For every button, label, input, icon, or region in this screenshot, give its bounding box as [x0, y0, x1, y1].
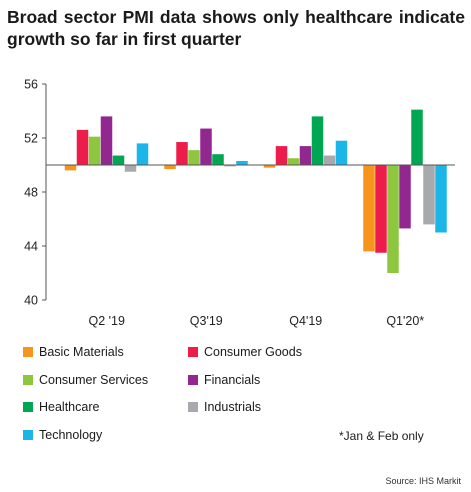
bar-healthcare: [311, 116, 324, 165]
source-label: Source: IHS Markit: [385, 476, 461, 486]
x-tick-label: Q4'19: [289, 314, 322, 328]
bar-financials: [399, 165, 411, 229]
legend-swatch: [188, 374, 198, 385]
y-tick-label: 40: [24, 294, 38, 308]
legend-item: Consumer Services: [23, 373, 148, 387]
chart-title: Broad sector PMI data shows only healthc…: [7, 7, 465, 49]
x-tick-label: Q1'20*: [386, 314, 424, 328]
y-tick-label: 48: [24, 186, 38, 200]
bar-financials: [100, 116, 113, 165]
legend-label: Consumer Goods: [204, 345, 302, 359]
legend-swatch: [188, 402, 198, 412]
bar-consumer-services: [387, 165, 399, 273]
bar-consumer-goods: [275, 146, 288, 165]
bar-industrials: [224, 165, 236, 167]
legend-label: Consumer Services: [39, 372, 149, 387]
legend-label: Industrials: [204, 400, 261, 414]
legend-label: Financials: [204, 372, 261, 387]
legend-label: Healthcare: [39, 400, 100, 414]
legend-swatch: [23, 347, 33, 357]
x-axis: Q2 '19 Q3'19 Q4'19 Q1'20*: [46, 164, 455, 328]
x-tick-label: Q2 '19: [89, 314, 125, 328]
bar-financials: [200, 128, 212, 165]
bar-financials: [299, 146, 312, 165]
legend-swatch: [23, 429, 33, 440]
y-tick-label: 44: [24, 240, 38, 254]
y-tick-label: 56: [24, 78, 38, 92]
bar-basic-materials: [164, 165, 176, 170]
bar-consumer-services: [88, 136, 101, 165]
legend-swatch: [23, 402, 33, 412]
bar-technology: [236, 160, 248, 165]
legend-swatch: [188, 347, 198, 357]
legend-item: Financials: [188, 373, 260, 387]
legend-item: Basic Materials: [23, 345, 124, 359]
y-tick-label: 52: [24, 132, 38, 146]
legend-item: Industrials: [188, 400, 261, 414]
bar-consumer-services: [287, 158, 300, 165]
bar-industrials: [323, 155, 336, 165]
bar-healthcare: [112, 155, 125, 165]
bars: [64, 109, 447, 273]
legend-item: Consumer Goods: [188, 345, 302, 359]
legend-item: Technology: [23, 428, 102, 442]
bar-consumer-goods: [176, 142, 188, 165]
bar-basic-materials: [363, 165, 375, 252]
bar-consumer-goods: [76, 129, 89, 165]
bar-technology: [136, 143, 149, 165]
bar-technology: [435, 165, 447, 233]
bar-industrials: [423, 165, 435, 225]
bar-healthcare: [212, 154, 224, 165]
legend-label: Technology: [39, 427, 103, 442]
legend-label: Basic Materials: [39, 345, 124, 359]
bar-industrials: [124, 165, 137, 172]
footnote: *Jan & Feb only: [339, 429, 424, 443]
bar-consumer-services: [188, 150, 200, 165]
bar-consumer-goods: [375, 165, 387, 253]
x-tick-label: Q3'19: [190, 314, 223, 328]
legend-swatch: [23, 374, 33, 385]
bar-healthcare: [411, 109, 423, 165]
y-axis: 40 44 48 52 56: [24, 78, 47, 308]
legend-item: Healthcare: [23, 400, 99, 414]
bar-technology: [335, 140, 348, 165]
bar-basic-materials: [64, 165, 77, 171]
bar-basic-materials: [263, 165, 276, 168]
